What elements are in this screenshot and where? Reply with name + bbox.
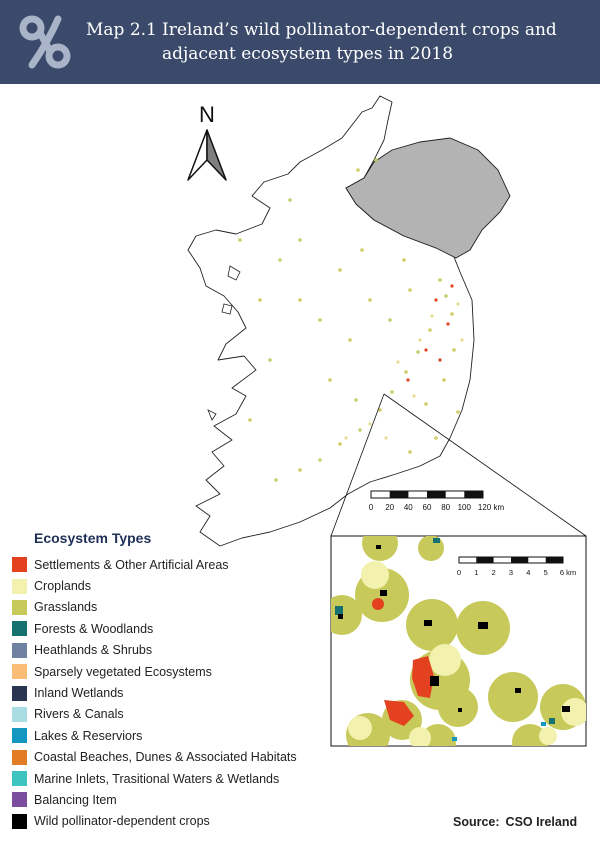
legend-label: Heathlands & Shrubs	[34, 643, 153, 658]
legend-label: Coastal Beaches, Dunes & Associated Habi…	[34, 750, 297, 765]
legend-item: Forests & Woodlands	[12, 618, 297, 639]
cso-knot-logo-icon	[19, 15, 71, 69]
legend-swatch	[12, 749, 27, 765]
title-line-1: Ireland’s wild pollinator-dependent crop…	[162, 20, 557, 40]
legend-item: Heathlands & Shrubs	[12, 640, 297, 661]
legend-swatch	[12, 621, 27, 637]
legend-items: Settlements & Other Artificial Areas Crop…	[12, 554, 297, 832]
legend-item: Wild pollinator-dependent crops	[12, 811, 297, 832]
settlement-dot-cluster	[406, 284, 454, 382]
coastal-islands	[207, 265, 241, 421]
legend-label: Balancing Item	[34, 792, 117, 807]
north-arrow: N	[187, 102, 227, 181]
inset-scale-label: 6 km	[560, 568, 576, 577]
legend-swatch	[12, 664, 27, 680]
legend-item: Marine Inlets, Trasitional Waters & Wetl…	[12, 768, 297, 789]
main-scale-label: 40	[404, 503, 413, 512]
legend-swatch	[12, 578, 27, 594]
legend-label: Forests & Woodlands	[34, 621, 154, 636]
legend: Ecosystem Types Settlements & Other Arti…	[12, 530, 297, 832]
legend-label: Marine Inlets, Trasitional Waters & Wetl…	[34, 771, 280, 786]
legend-label: Rivers & Canals	[34, 707, 124, 722]
legend-swatch	[12, 728, 27, 744]
source-label: Source:	[453, 815, 500, 829]
legend-swatch	[12, 599, 27, 615]
legend-swatch	[12, 642, 27, 658]
legend-label: Wild pollinator-dependent crops	[34, 814, 210, 829]
source-value: CSO Ireland	[505, 815, 578, 829]
inset-scale-label: 5	[544, 568, 548, 577]
legend-item: Settlements & Other Artificial Areas	[12, 554, 297, 575]
main-scale-label: 0	[369, 503, 374, 512]
main-scale-label: 80	[441, 503, 450, 512]
legend-swatch	[12, 813, 27, 829]
legend-item: Rivers & Canals	[12, 704, 297, 725]
legend-swatch	[12, 792, 27, 808]
main-scale-bar: 0 20 40 60 80 100 120 km	[369, 490, 505, 512]
legend-label: Croplands	[34, 579, 91, 594]
inset-scale-label: 0	[457, 568, 461, 577]
legend-item: Coastal Beaches, Dunes & Associated Habi…	[12, 747, 297, 768]
map-number: Map 2.1	[86, 20, 157, 40]
inset-scale-label: 4	[526, 568, 530, 577]
legend-title: Ecosystem Types	[34, 530, 152, 546]
source-note: Source: CSO Ireland	[453, 815, 577, 829]
legend-swatch	[12, 706, 27, 722]
north-arrow-label: N	[199, 102, 215, 127]
inset-scale-label: 3	[509, 568, 513, 577]
legend-swatch	[12, 557, 27, 573]
legend-label: Settlements & Other Artificial Areas	[34, 557, 229, 572]
legend-label: Inland Wetlands	[34, 686, 124, 701]
crop-dot-cluster	[238, 158, 460, 482]
legend-item: Grasslands	[12, 597, 297, 618]
inset-scale-bar: 0 1 2 3 4 5 6 km	[457, 556, 576, 577]
legend-label: Sparsely vegetated Ecosystems	[34, 664, 212, 679]
legend-swatch	[12, 685, 27, 701]
main-scale-label: 120 km	[478, 503, 505, 512]
inset-connector-lines	[330, 393, 587, 537]
northern-ireland-region	[345, 137, 511, 259]
inset-scale-label: 2	[492, 568, 496, 577]
legend-swatch	[12, 771, 27, 787]
main-scale-label: 20	[385, 503, 394, 512]
title-line-2: adjacent ecosystem types in 2018	[162, 44, 454, 64]
header-banner: Map 2.1 Ireland’s wild pollinator-depende…	[0, 0, 600, 84]
inset-scale-label: 1	[474, 568, 478, 577]
cropland-dot-cluster	[344, 302, 464, 440]
legend-label: Lakes & Reserviors	[34, 728, 143, 743]
legend-item: Lakes & Reserviors	[12, 725, 297, 746]
main-scale-label: 60	[423, 503, 432, 512]
map-canvas: N 0 20 40 60 80 100 120 km	[187, 95, 587, 747]
main-scale-label: 100	[458, 503, 472, 512]
legend-item: Balancing Item	[12, 789, 297, 810]
legend-item: Sparsely vegetated Ecosystems	[12, 661, 297, 682]
inset-zoom-map: 0 1 2 3 4 5 6 km	[330, 535, 587, 747]
legend-label: Grasslands	[34, 600, 98, 615]
map-title: Map 2.1 Ireland’s wild pollinator-depende…	[86, 18, 586, 66]
legend-item: Inland Wetlands	[12, 682, 297, 703]
legend-item: Croplands	[12, 575, 297, 596]
